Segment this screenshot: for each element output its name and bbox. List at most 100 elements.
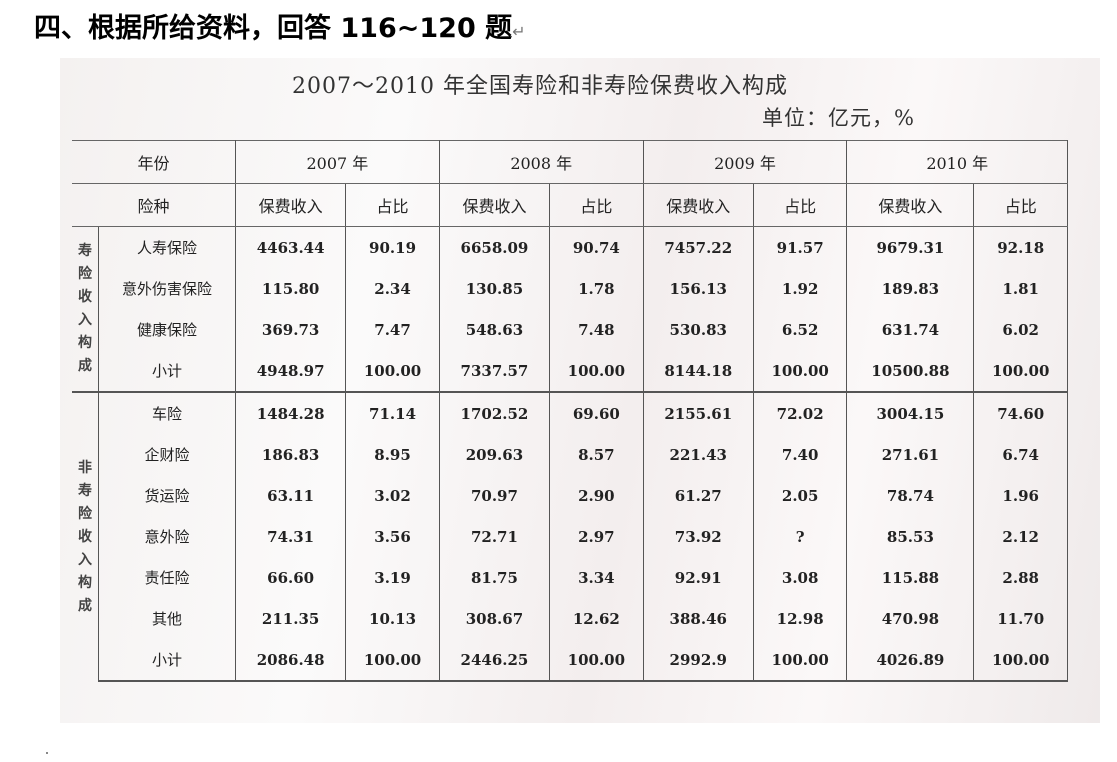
insurance-type: 车险 [98, 391, 236, 434]
premium-income-cell: 7337.57 [438, 350, 551, 392]
table-unit: 单位：亿元，% [762, 106, 915, 130]
premium-income-cell: 548.63 [438, 309, 551, 350]
premium-income-cell: 6658.09 [438, 226, 551, 268]
ratio-cell: 71.14 [345, 391, 440, 434]
table-row: 意外伤害保险 115.80 2.34 130.85 1.78 156.13 1.92 189.… [72, 268, 1068, 309]
premium-income-cell: 92.91 [642, 557, 754, 598]
group-label: 非寿险收入构成 [72, 391, 99, 681]
ratio-cell: 3.56 [345, 516, 440, 557]
ratio-cell: 72.02 [752, 391, 848, 434]
table-row: 健康保险 369.73 7.47 548.63 7.48 530.83 6.52 631.74… [72, 309, 1068, 350]
insurance-type: 人寿保险 [98, 226, 236, 268]
ratio-cell: 2.90 [549, 475, 644, 516]
premium-income-cell: 10500.88 [846, 350, 975, 392]
premium-income-cell: 631.74 [846, 309, 975, 350]
premium-income-cell: 530.83 [642, 309, 754, 350]
ratio-cell: 2.88 [973, 557, 1068, 598]
ratio-cell: 8.57 [549, 434, 644, 475]
table-row: 寿险收入构成人寿保险 4463.44 90.19 6658.09 90.74 7457.2… [72, 226, 1068, 392]
premium-income-cell: 2086.48 [234, 639, 347, 682]
premium-income-cell: 66.60 [234, 557, 347, 598]
premium-income-cell: 115.80 [234, 268, 347, 309]
premium-income-cell: 308.67 [438, 598, 551, 639]
premium-income-cell: 9679.31 [846, 226, 975, 268]
premium-income-cell: 271.61 [846, 434, 975, 475]
premium-income-cell: 209.63 [438, 434, 551, 475]
insurance-type: 小计 [98, 350, 236, 392]
cursor-dot [46, 752, 48, 754]
ratio-cell: 3.02 [345, 475, 440, 516]
insurance-type: 健康保险 [98, 309, 236, 350]
premium-income-cell: 61.27 [642, 475, 754, 516]
table-row: 小计 2086.48 100.00 2446.25 100.00 2992.9 100.00… [72, 639, 1068, 682]
ratio-cell: 1.78 [549, 268, 644, 309]
income-subheader: 保费收入 [642, 183, 754, 227]
year-column-header: 2007 年 [235, 140, 440, 184]
table-row: 责任险 66.60 3.19 81.75 3.34 92.91 3.08 115.88 2.88 [72, 557, 1068, 598]
ratio-cell: 7.48 [549, 309, 644, 350]
ratio-cell: 100.00 [549, 639, 644, 682]
insurance-type: 其他 [98, 598, 236, 639]
table-row: 小计 4948.97 100.00 7337.57 100.00 8144.18 100.0… [72, 350, 1068, 392]
premium-income-cell: 1484.28 [234, 391, 347, 434]
premium-income-cell: 7457.22 [642, 226, 754, 268]
premium-income-cell: 2992.9 [642, 639, 754, 682]
ratio-cell: 6.74 [973, 434, 1068, 475]
year-column-header: 2010 年 [846, 140, 1068, 184]
premium-income-cell: 4948.97 [234, 350, 347, 392]
ratio-cell: 1.92 [752, 268, 848, 309]
premium-income-cell: 81.75 [438, 557, 551, 598]
ratio-cell: 100.00 [973, 639, 1068, 682]
ratio-cell: 6.52 [752, 309, 848, 350]
premium-income-cell: 156.13 [642, 268, 754, 309]
ratio-cell: 10.13 [345, 598, 440, 639]
ratio-cell: 2.34 [345, 268, 440, 309]
ratio-cell: 7.40 [752, 434, 848, 475]
premium-income-cell: 72.71 [438, 516, 551, 557]
premium-income-cell: 186.83 [234, 434, 347, 475]
ratio-cell: 3.08 [752, 557, 848, 598]
ratio-cell: 2.12 [973, 516, 1068, 557]
ratio-subheader: 占比 [549, 183, 644, 227]
ratio-cell: 91.57 [752, 226, 848, 268]
ratio-cell: ? [752, 516, 848, 557]
header-row-subcolumns: 险种 保费收入 占比 保费收入 占比 保费收入 占比 保费收入 占比 [72, 183, 1068, 227]
insurance-type: 责任险 [98, 557, 236, 598]
ratio-cell: 74.60 [973, 391, 1068, 434]
paragraph-mark: ↵ [512, 22, 526, 41]
question-heading: 四、根据所给资料，回答 116~120 题↵ [34, 6, 526, 45]
premium-income-cell: 369.73 [234, 309, 347, 350]
ratio-cell: 100.00 [345, 350, 440, 392]
header-row-years: 年份 2007 年 2008 年 2009 年 2010 年 [72, 140, 1068, 184]
ratio-cell: 69.60 [549, 391, 644, 434]
premium-income-cell: 4026.89 [846, 639, 975, 682]
insurance-type: 货运险 [98, 475, 236, 516]
ratio-cell: 11.70 [973, 598, 1068, 639]
insurance-type: 意外险 [98, 516, 236, 557]
premium-income-cell: 1702.52 [438, 391, 551, 434]
premium-income-cell: 470.98 [846, 598, 975, 639]
ratio-subheader: 占比 [345, 183, 440, 227]
table-title: 2007～2010 年全国寿险和非寿险保费收入构成 [292, 74, 788, 99]
ratio-cell: 100.00 [345, 639, 440, 682]
table-row: 非寿险收入构成车险 1484.28 71.14 1702.52 69.60 2155.61… [72, 391, 1068, 681]
premium-income-cell: 388.46 [642, 598, 754, 639]
ratio-cell: 2.05 [752, 475, 848, 516]
premium-income-cell: 115.88 [846, 557, 975, 598]
income-subheader: 保费收入 [438, 183, 551, 227]
premium-income-cell: 211.35 [234, 598, 347, 639]
ratio-cell: 1.81 [973, 268, 1068, 309]
ratio-cell: 7.47 [345, 309, 440, 350]
ratio-cell: 92.18 [973, 226, 1068, 268]
premium-income-cell: 130.85 [438, 268, 551, 309]
insurance-type: 企财险 [98, 434, 236, 475]
table-row: 企财险 186.83 8.95 209.63 8.57 221.43 7.40 271.61 6… [72, 434, 1068, 475]
year-column-header: 2008 年 [438, 140, 644, 184]
ratio-cell: 90.74 [549, 226, 644, 268]
premium-income-cell: 70.97 [438, 475, 551, 516]
ratio-cell: 100.00 [752, 350, 848, 392]
premium-income-cell: 189.83 [846, 268, 975, 309]
ratio-cell: 3.19 [345, 557, 440, 598]
ratio-subheader: 占比 [973, 183, 1068, 227]
premium-income-cell: 8144.18 [642, 350, 754, 392]
